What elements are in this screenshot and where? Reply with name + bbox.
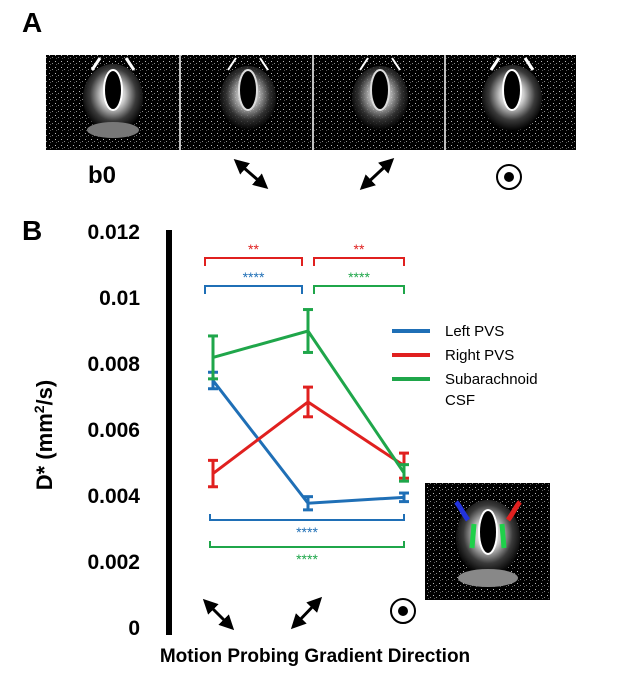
- inset-left-csf-roi: [469, 523, 477, 549]
- panel-b-label: B: [22, 215, 42, 246]
- significance-bracket: [204, 257, 303, 266]
- significance-brackets: ** ****** ************: [204, 241, 405, 567]
- mri-image-direction-3: [446, 55, 576, 150]
- y-tick-label: 0.002: [87, 551, 140, 574]
- significance-stars: ****: [296, 551, 318, 567]
- diagonal-arrow-nw-se-icon: [233, 159, 269, 189]
- data-series: [208, 308, 409, 512]
- x-tick-diagonal-arrow-nw-se-icon: [202, 598, 235, 631]
- significance-stars: ****: [296, 524, 318, 540]
- x-axis-title: Motion Probing Gradient Direction: [160, 646, 470, 667]
- inset-right-pvs-roi: [505, 500, 522, 522]
- significance-stars: **: [248, 241, 259, 257]
- y-tick-label: 0: [128, 617, 140, 640]
- y-tick-label: 0.006: [87, 419, 140, 442]
- significance-stars: ****: [348, 269, 370, 285]
- diagonal-arrow-ne-sw-icon: [359, 157, 395, 191]
- significance-bracket: [209, 541, 405, 548]
- mri-image-strip: [46, 55, 576, 150]
- y-tick-label: 0.012: [87, 221, 140, 244]
- significance-stars: **: [354, 241, 365, 257]
- inset-left-pvs-roi: [454, 500, 471, 522]
- inset-mri-image: [425, 483, 550, 600]
- legend-label-left-pvs: Left PVS: [445, 323, 504, 340]
- y-axis-title: D* (mm2/s): [31, 380, 57, 491]
- y-tick-labels: 0 0.002 0.004 0.006 0.008 0.01 0.012: [87, 221, 140, 640]
- panel-a-label: A: [22, 7, 42, 38]
- mri-image-b0: [46, 55, 179, 150]
- y-tick-label: 0.004: [87, 485, 140, 508]
- mri-image-direction-2: [314, 55, 444, 150]
- legend-label-subarachnoid-csf: Subarachnoid CSF: [445, 371, 542, 409]
- legend: Left PVS Right PVS Subarachnoid CSF: [392, 323, 542, 409]
- inset-right-csf-roi: [499, 523, 507, 549]
- significance-bracket: [313, 257, 405, 266]
- legend-label-right-pvs: Right PVS: [445, 347, 514, 364]
- significance-bracket: [209, 514, 405, 521]
- through-plane-dot-icon: [496, 164, 522, 190]
- x-tick-diagonal-arrow-ne-sw-icon: [290, 596, 323, 630]
- x-tick-through-plane-dot-icon: [390, 598, 416, 624]
- y-tick-label: 0.008: [87, 353, 140, 376]
- y-tick-label: 0.01: [99, 287, 140, 310]
- significance-bracket: [204, 285, 303, 294]
- b0-label: b0: [88, 162, 116, 189]
- significance-stars: ****: [243, 269, 265, 285]
- significance-bracket: [313, 285, 405, 294]
- mri-image-direction-1: [181, 55, 312, 150]
